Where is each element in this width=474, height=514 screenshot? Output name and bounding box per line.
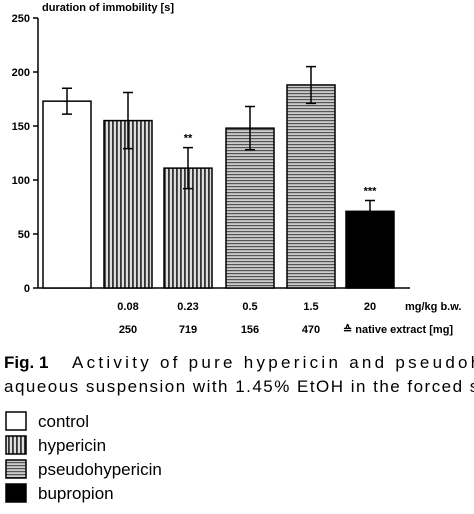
significance: ** [184,133,193,145]
bar [103,119,153,289]
x-tick-label: 0.08 [117,301,138,313]
bar [345,210,395,289]
x-tick-label: 250 [119,324,137,336]
y-tick-label: 0 [24,283,30,295]
bar [225,127,275,289]
legend-label: hypericin [38,436,106,455]
error-bar [62,87,72,115]
x-tick-label: 0.23 [177,301,198,313]
x-tick-label: 1.5 [303,301,318,313]
x-tick-label: 156 [241,324,259,336]
x-tick-label: 719 [179,324,197,336]
error-bar [306,65,316,105]
legend-swatch [5,459,27,479]
error-bar [123,91,133,150]
caption-text: aqueous suspension with 1.45% EtOH in th… [4,377,474,396]
legend-swatch [5,411,27,431]
y-axis-label: duration of immobility [s] [42,2,174,14]
unit-label: ≙ native extract [mg] [343,323,453,336]
legend-swatch [5,435,27,455]
x-tick-label: 470 [302,324,320,336]
y-tick-label: 150 [12,121,30,133]
error-bar [183,146,193,190]
x-tick-label: 0.5 [242,301,257,313]
bar [42,100,92,289]
error-bar [245,105,255,151]
error-bar [365,199,375,223]
legend-label: pseudohypericin [38,460,162,479]
unit-label: mg/kg b.w. [405,301,461,313]
legend-label: control [38,412,89,431]
legend-label: bupropion [38,484,114,503]
caption-text: Activity of pure hypericin and pseudohy [72,353,474,372]
x-tick-label: 20 [364,301,376,313]
bar [286,84,336,289]
significance: *** [364,186,378,198]
legend-swatch [5,483,27,503]
y-tick-label: 100 [12,175,30,187]
y-tick-label: 50 [18,229,30,241]
y-tick-label: 200 [12,67,30,79]
caption-label: Fig. 1 [4,353,48,372]
y-tick-label: 250 [12,13,30,25]
